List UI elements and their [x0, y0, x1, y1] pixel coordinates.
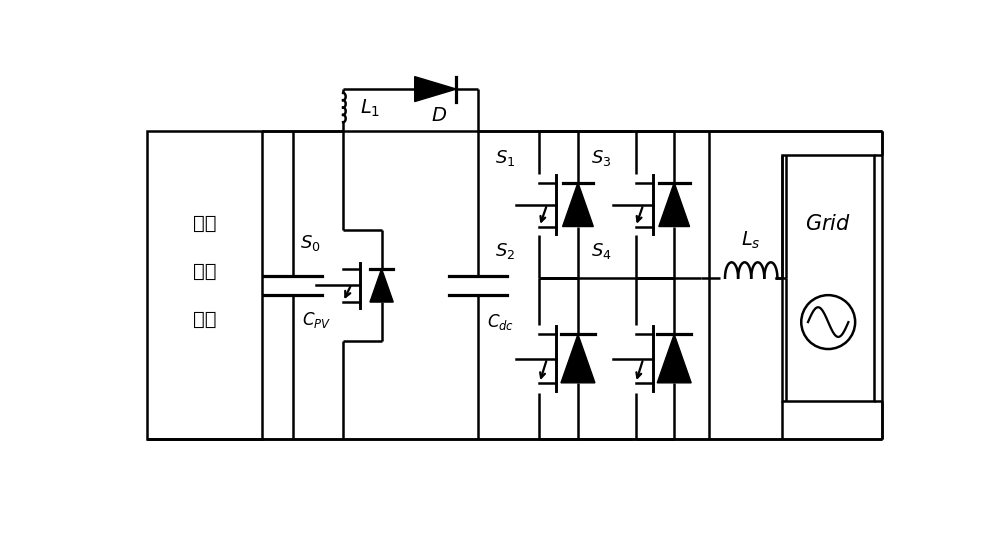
- Polygon shape: [561, 335, 595, 383]
- Polygon shape: [370, 269, 393, 302]
- Text: $Grid$: $Grid$: [805, 214, 851, 234]
- Text: $L_s$: $L_s$: [741, 230, 761, 251]
- Text: $D$: $D$: [431, 107, 447, 125]
- Bar: [782, 155, 874, 401]
- Bar: [147, 132, 262, 439]
- Text: $C_{PV}$: $C_{PV}$: [302, 310, 332, 330]
- Text: 光伏: 光伏: [193, 214, 216, 234]
- Text: $L_1$: $L_1$: [360, 98, 380, 119]
- Polygon shape: [415, 77, 456, 101]
- Polygon shape: [563, 183, 593, 227]
- Text: $S_3$: $S_3$: [591, 148, 611, 169]
- Text: $S_4$: $S_4$: [591, 241, 611, 261]
- Text: 电池: 电池: [193, 262, 216, 281]
- Text: 模块: 模块: [193, 310, 216, 329]
- Text: $C_{dc}$: $C_{dc}$: [487, 313, 514, 332]
- Text: $S_0$: $S_0$: [300, 233, 321, 253]
- Polygon shape: [657, 335, 691, 383]
- Polygon shape: [659, 183, 690, 227]
- Text: $S_2$: $S_2$: [495, 241, 515, 261]
- Text: $S_1$: $S_1$: [495, 148, 515, 169]
